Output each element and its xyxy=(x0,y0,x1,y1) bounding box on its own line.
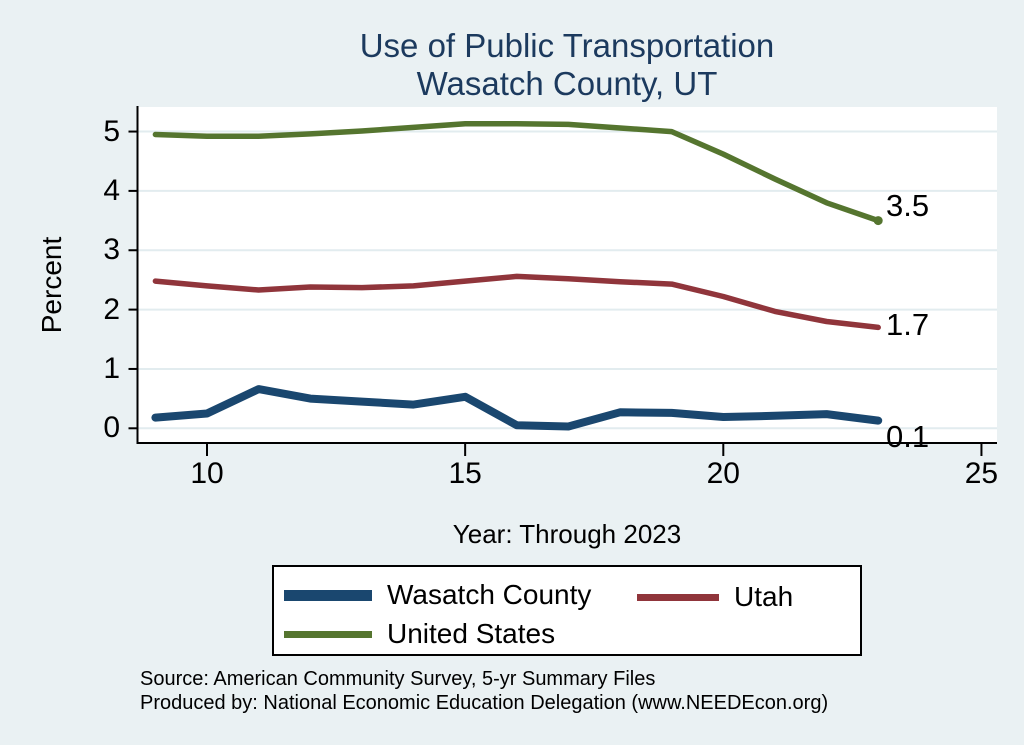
legend-label-utah: Utah xyxy=(734,581,794,612)
x-tick-label-20: 20 xyxy=(706,457,740,490)
chart-title-line1: Use of Public Transportation xyxy=(359,27,775,64)
end-value-label-wasatch-county: 0.1 xyxy=(886,418,930,454)
x-tick-label-15: 15 xyxy=(448,457,482,490)
plot-area xyxy=(137,107,997,443)
y-tick-label-3: 3 xyxy=(103,233,120,267)
source-notes: Source: American Community Survey, 5-yr … xyxy=(140,667,828,715)
united-states-line-swatch xyxy=(284,630,372,638)
y-tick-label-5: 5 xyxy=(103,114,120,148)
end-value-label-united-states: 3.5 xyxy=(886,187,930,223)
y-axis-title: Percent xyxy=(36,236,67,334)
legend-item-wasatch-county: Wasatch County xyxy=(284,578,591,612)
y-tick-label-4: 4 xyxy=(103,173,120,207)
end-marker-united-states xyxy=(873,216,883,226)
y-tick-label-2: 2 xyxy=(103,292,120,326)
end-value-label-utah: 1.7 xyxy=(886,307,930,343)
series-line-wasatch-county xyxy=(151,385,883,431)
chart-title-line2: Wasatch County, UT xyxy=(416,65,718,102)
series-line-utah xyxy=(152,273,881,331)
legend-item-utah: Utah xyxy=(637,580,793,614)
x-tick-label-10: 10 xyxy=(190,457,224,490)
x-axis-caption: Year: Through 2023 xyxy=(452,519,682,549)
utah-line-swatch xyxy=(637,593,719,601)
legend-label-wasatch-county: Wasatch County xyxy=(387,579,592,610)
y-tick-label-1: 1 xyxy=(103,351,120,385)
produced-by-line: Produced by: National Economic Education… xyxy=(140,692,829,714)
x-tick-label-25: 25 xyxy=(964,457,999,490)
source-line: Source: American Community Survey, 5-yr … xyxy=(140,668,656,690)
chart-title: Use of Public Transportation Wasatch Cou… xyxy=(137,27,997,103)
wasatch-county-line-swatch xyxy=(284,589,372,601)
legend: Wasatch County Utah United States xyxy=(272,565,862,656)
y-tick-label-0: 0 xyxy=(103,411,120,445)
legend-item-united-states: United States xyxy=(284,617,555,651)
legend-label-united-states: United States xyxy=(387,618,556,649)
series-line-united-states xyxy=(152,121,881,224)
